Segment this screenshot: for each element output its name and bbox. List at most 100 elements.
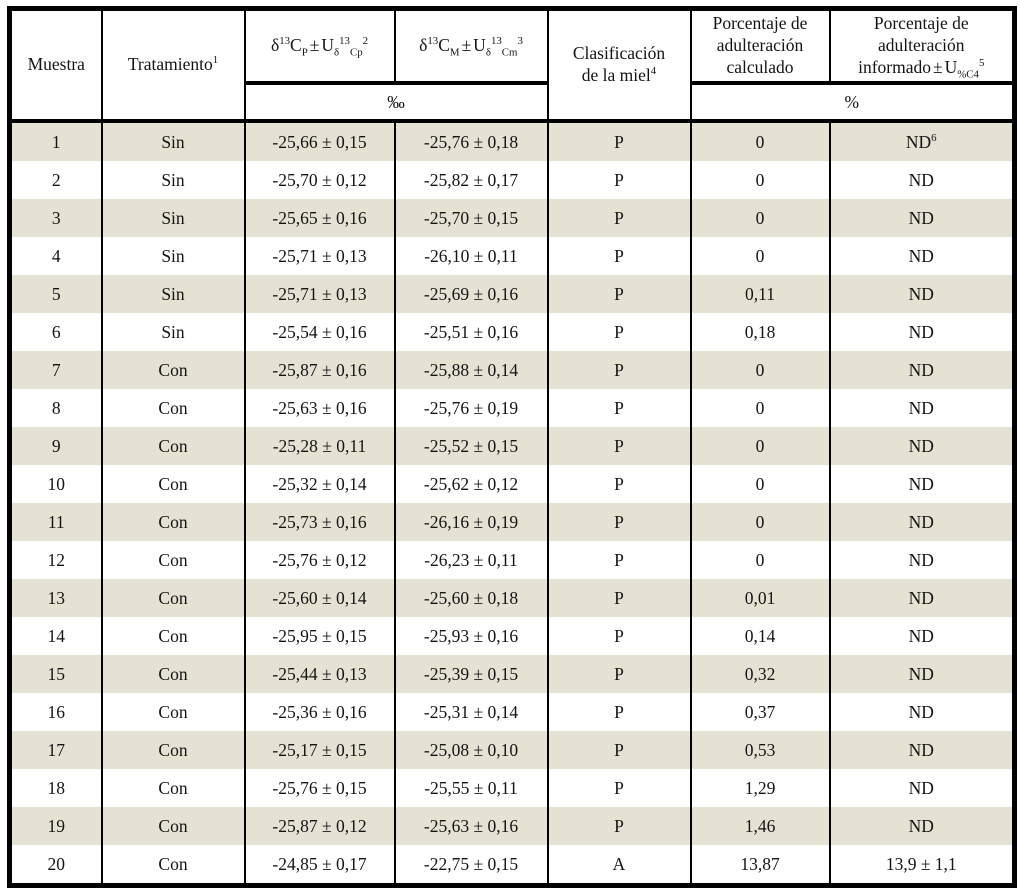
cell-delta13c-p: -25,87 ± 0,16 xyxy=(243,351,396,389)
table-row-muestra-10: 10 Con -25,32 ± 0,14 -25,62 ± 0,12 P 0 ND xyxy=(8,465,1016,503)
table-row-muestra-17: 17 Con -25,17 ± 0,15 -25,08 ± 0,10 P 0,53 ND xyxy=(8,731,1016,769)
cell-muestra: 5 xyxy=(8,275,103,313)
footnote-marker-5: 5 xyxy=(978,57,985,70)
table-row-muestra-6: 6 Sin -25,54 ± 0,16 -25,51 ± 0,16 P 0,18 ND xyxy=(8,313,1016,351)
cell-delta13c-p: -25,73 ± 0,16 xyxy=(243,503,396,541)
table-row-muestra-13: 13 Con -25,60 ± 0,14 -25,60 ± 0,18 P 0,01 ND xyxy=(8,579,1016,617)
informado-formula: informado ± U%C45 xyxy=(858,56,985,81)
cell-adulteracion-calculado: 0 xyxy=(689,161,831,199)
cell-muestra: 6 xyxy=(8,313,103,351)
cell-adulteracion-informado: ND xyxy=(828,427,1016,465)
cell-tratamiento: Con xyxy=(100,503,246,541)
cell-delta13c-p: -25,70 ± 0,12 xyxy=(243,161,396,199)
cell-muestra: 1 xyxy=(8,121,103,161)
cell-clasificacion: P xyxy=(546,199,692,237)
table-row-muestra-16: 16 Con -25,36 ± 0,16 -25,31 ± 0,14 P 0,37 ND xyxy=(8,693,1016,731)
cell-tratamiento: Con xyxy=(100,807,246,845)
unit-permille: ‰ xyxy=(243,83,549,121)
cell-muestra: 17 xyxy=(8,731,103,769)
cell-clasificacion: P xyxy=(546,655,692,693)
cell-delta13c-p: -25,60 ± 0,14 xyxy=(243,579,396,617)
cell-adulteracion-informado: ND xyxy=(828,769,1016,807)
cell-tratamiento: Sin xyxy=(100,161,246,199)
cell-adulteracion-informado: ND xyxy=(828,199,1016,237)
cell-adulteracion-calculado: 0,18 xyxy=(689,313,831,351)
table-row-muestra-2: 2 Sin -25,70 ± 0,12 -25,82 ± 0,17 P 0 ND xyxy=(8,161,1016,199)
cell-delta13c-p: -25,76 ± 0,12 xyxy=(243,541,396,579)
cell-delta13c-p: -25,76 ± 0,15 xyxy=(243,769,396,807)
cell-delta13c-m: -25,88 ± 0,14 xyxy=(393,351,549,389)
cell-delta13c-m: -25,31 ± 0,14 xyxy=(393,693,549,731)
cell-adulteracion-informado: ND xyxy=(828,237,1016,275)
cell-tratamiento: Con xyxy=(100,389,246,427)
cell-adulteracion-informado: ND xyxy=(828,693,1016,731)
cell-clasificacion: P xyxy=(546,427,692,465)
cell-clasificacion: P xyxy=(546,807,692,845)
cell-adulteracion-calculado: 0 xyxy=(689,237,831,275)
table-row-muestra-4: 4 Sin -25,71 ± 0,13 -26,10 ± 0,11 P 0 ND xyxy=(8,237,1016,275)
footnote-marker-2: 2 xyxy=(362,35,369,48)
cell-delta13c-m: -22,75 ± 0,15 xyxy=(393,845,549,886)
cell-delta13c-m: -26,23 ± 0,11 xyxy=(393,541,549,579)
cell-muestra: 12 xyxy=(8,541,103,579)
cell-tratamiento: Sin xyxy=(100,237,246,275)
cell-adulteracion-calculado: 0 xyxy=(689,427,831,465)
cell-delta13c-m: -25,08 ± 0,10 xyxy=(393,731,549,769)
cell-clasificacion: P xyxy=(546,579,692,617)
cell-tratamiento: Con xyxy=(100,731,246,769)
cell-clasificacion: P xyxy=(546,465,692,503)
table-row-muestra-15: 15 Con -25,44 ± 0,13 -25,39 ± 0,15 P 0,32 ND xyxy=(8,655,1016,693)
cell-delta13c-m: -25,62 ± 0,12 xyxy=(393,465,549,503)
cell-tratamiento: Con xyxy=(100,351,246,389)
table-row-muestra-18: 18 Con -25,76 ± 0,15 -25,55 ± 0,11 P 1,29 ND xyxy=(8,769,1016,807)
cell-muestra: 19 xyxy=(8,807,103,845)
cell-muestra: 8 xyxy=(8,389,103,427)
table-row-muestra-19: 19 Con -25,87 ± 0,12 -25,63 ± 0,16 P 1,46 ND xyxy=(8,807,1016,845)
cell-adulteracion-informado: ND xyxy=(828,541,1016,579)
cell-muestra: 2 xyxy=(8,161,103,199)
cell-adulteracion-calculado: 13,87 xyxy=(689,845,831,886)
cell-delta13c-p: -25,17 ± 0,15 xyxy=(243,731,396,769)
cell-adulteracion-informado: 13,9 ± 1,1 xyxy=(828,845,1016,886)
cell-tratamiento: Con xyxy=(100,769,246,807)
cell-adulteracion-informado: ND6 xyxy=(828,121,1016,161)
cell-delta13c-m: -25,76 ± 0,18 xyxy=(393,121,549,161)
cell-clasificacion: P xyxy=(546,731,692,769)
cell-adulteracion-calculado: 0 xyxy=(689,199,831,237)
honey-adulteration-table: Muestra Tratamiento1 δ13CP ± Uδ13Cp2 δ13CM… xyxy=(7,6,1017,888)
cell-tratamiento: Sin xyxy=(100,199,246,237)
cell-muestra: 3 xyxy=(8,199,103,237)
table-row-muestra-5: 5 Sin -25,71 ± 0,13 -25,69 ± 0,16 P 0,11 ND xyxy=(8,275,1016,313)
cell-adulteracion-informado: ND xyxy=(828,465,1016,503)
cell-tratamiento: Con xyxy=(100,465,246,503)
delta13c-p-formula: δ13CP ± Uδ13Cp2 xyxy=(270,35,369,59)
cell-clasificacion: P xyxy=(546,121,692,161)
cell-adulteracion-informado: ND xyxy=(828,503,1016,541)
cell-muestra: 18 xyxy=(8,769,103,807)
cell-tratamiento: Con xyxy=(100,427,246,465)
cell-delta13c-m: -25,82 ± 0,17 xyxy=(393,161,549,199)
cell-delta13c-m: -26,16 ± 0,19 xyxy=(393,503,549,541)
cell-adulteracion-calculado: 0,01 xyxy=(689,579,831,617)
cell-muestra: 11 xyxy=(8,503,103,541)
table-row-muestra-1: 1 Sin -25,66 ± 0,15 -25,76 ± 0,18 P 0 ND6 xyxy=(8,121,1016,161)
col-header-tratamiento: Tratamiento1 xyxy=(100,8,246,121)
col-header-adulteracion-informado: Porcentaje de adulteración informado ± U%C… xyxy=(828,8,1016,85)
cell-adulteracion-calculado: 0,53 xyxy=(689,731,831,769)
table-row-muestra-9: 9 Con -25,28 ± 0,11 -25,52 ± 0,15 P 0 ND xyxy=(8,427,1016,465)
cell-muestra: 9 xyxy=(8,427,103,465)
cell-adulteracion-informado: ND xyxy=(828,579,1016,617)
cell-adulteracion-calculado: 0 xyxy=(689,121,831,161)
cell-delta13c-m: -25,39 ± 0,15 xyxy=(393,655,549,693)
cell-clasificacion: A xyxy=(546,845,692,886)
cell-tratamiento: Con xyxy=(100,655,246,693)
cell-muestra: 16 xyxy=(8,693,103,731)
cell-adulteracion-informado: ND xyxy=(828,389,1016,427)
unit-percent: % xyxy=(689,83,1016,121)
cell-adulteracion-calculado: 0 xyxy=(689,503,831,541)
cell-adulteracion-informado: ND xyxy=(828,351,1016,389)
cell-delta13c-m: -25,51 ± 0,16 xyxy=(393,313,549,351)
cell-adulteracion-calculado: 1,29 xyxy=(689,769,831,807)
cell-delta13c-p: -25,66 ± 0,15 xyxy=(243,121,396,161)
